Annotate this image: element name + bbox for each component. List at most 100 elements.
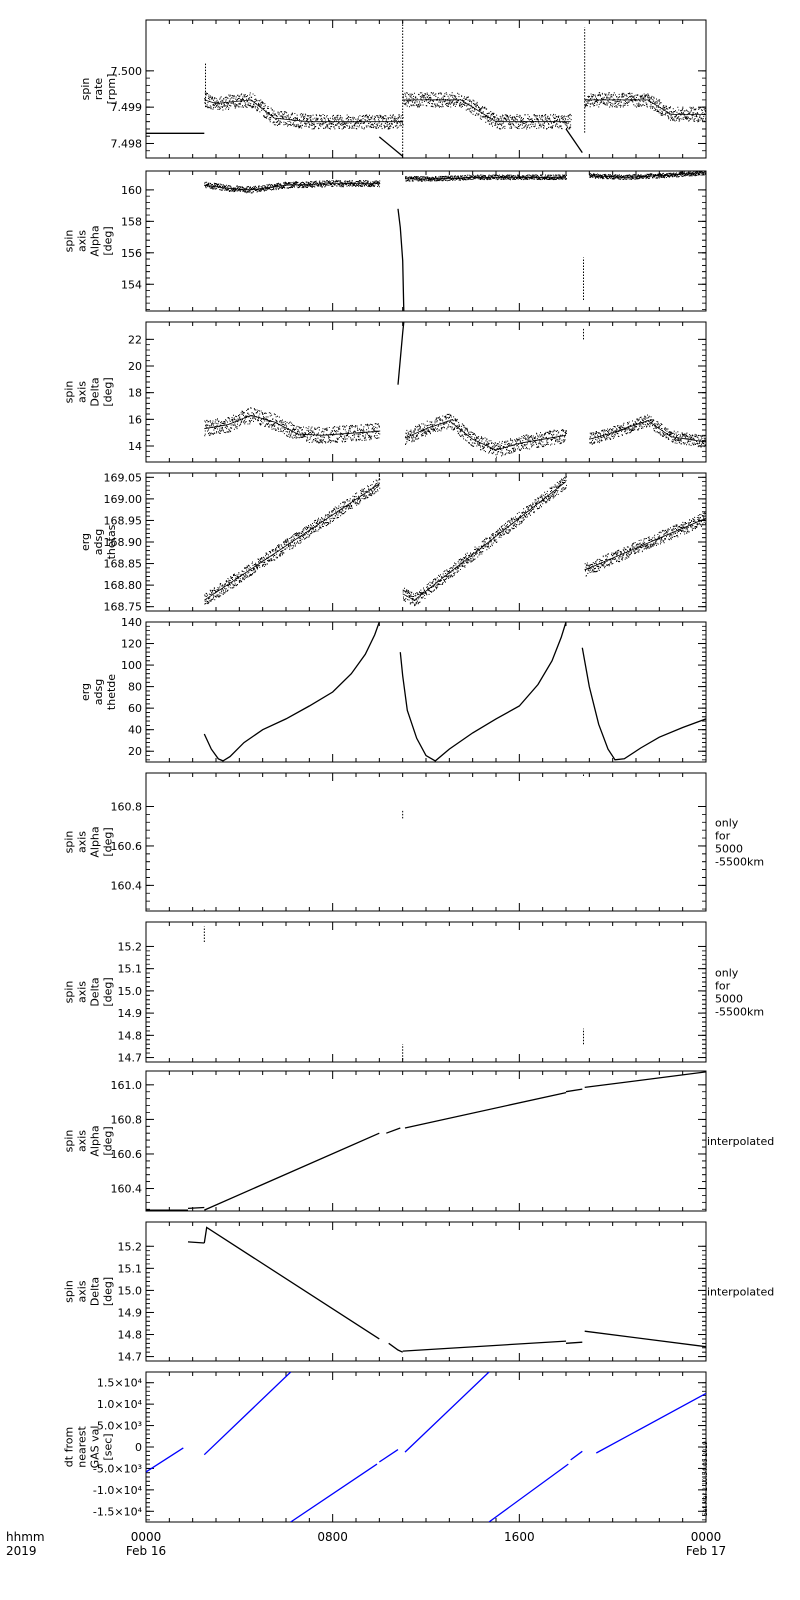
panel-frame [145,921,707,1063]
y-axis-label: spin [63,230,76,253]
y-tick-label: 14.7 [118,1351,143,1364]
panel-p3: 14 16 18 20 22 spin axis Delta [deg] [63,321,707,463]
series-band [402,92,572,130]
series-segment [399,622,567,762]
series-segment [187,1206,205,1210]
y-axis-label: Delta [89,377,102,406]
y-tick-label: 14.9 [118,1007,143,1020]
y-tick-label: -1.0×10⁴ [93,1484,143,1497]
y-tick-label: 15.1 [118,1262,143,1275]
y-tick-label: 169.00 [104,493,143,506]
y-axis-label: thetas [105,524,118,559]
time-axis-prefix-bottom: 2019 [6,1544,37,1558]
y-tick-label: 100 [121,659,142,672]
time-tick-label: 0000 [131,1530,162,1544]
y-axis-label: [sec] [102,1433,115,1460]
y-tick-label: 18 [128,387,142,400]
y-tick-label: 7.500 [111,65,143,78]
y-tick-label: 160.8 [111,801,143,814]
y-tick-label: 160.6 [111,840,143,853]
series-trend [589,420,706,443]
series-segment [203,1226,380,1340]
y-axis-label: Delta [89,977,102,1006]
panel-p10: -1.5×10⁴ -1.0×10⁴ -5.0×10³ 0 5.0×10³ 1.0×10⁴ 1… [63,1371,707,1523]
series-band [584,92,706,123]
y-tick-label: 7.498 [111,137,143,150]
data-series-p2 [204,171,706,311]
series-trend [204,414,380,436]
series-segment [404,1091,567,1129]
series-segment [203,1372,292,1456]
y-axis-label: [rpm] [105,74,118,105]
data-series-p10 [146,1372,706,1522]
y-axis-label: [deg] [102,377,115,406]
y-axis-label: axis [76,230,89,252]
series-segment [402,1340,567,1352]
panel-frame [145,321,707,463]
time-tick-label: 0000 [691,1530,722,1544]
y-tick-label: 14 [128,440,142,453]
series-segment [290,1463,378,1522]
time-tick-label: 0800 [317,1530,348,1544]
series-segment [584,1071,706,1089]
series-band [204,179,381,194]
y-tick-label: 160 [121,184,142,197]
y-tick-label: 20 [128,360,142,373]
y-tick-label: 168.90 [104,536,143,549]
panel-p4: 168.75 168.80 168.85 168.90 168.95 169.00 169.… [79,471,707,614]
y-axis-label: spin [63,381,76,404]
y-tick-label: 14.9 [118,1306,143,1319]
y-tick-label: 160.8 [111,1113,143,1126]
series-segment [203,622,380,762]
series-band [204,407,381,444]
panel-frame [145,1371,707,1523]
y-tick-label: 160.4 [111,1183,143,1196]
y-tick-label: 15.1 [118,963,143,976]
panel-frame [145,772,707,912]
series-segment [404,1372,490,1453]
y-tick-label: 168.75 [104,601,143,614]
y-tick-label: 169.05 [104,471,143,484]
series-segment [570,1450,583,1461]
y-axis-label: erg [79,683,92,701]
series-segment [565,1088,583,1093]
y-axis-label: [deg] [102,1277,115,1306]
y-tick-label: 160.4 [111,879,143,892]
series-band [402,476,567,607]
y-tick-label: 154 [121,278,142,291]
y-axis-label: spin [63,981,76,1004]
series-trend [405,176,566,180]
data-series-p1 [146,20,706,158]
series-segment [388,1342,403,1353]
y-axis-label: axis [76,831,89,853]
y-tick-label: 158 [121,215,142,228]
series-trend [589,172,706,178]
y-tick-label: 140 [121,616,142,629]
y-axis-label: thetde [105,674,118,710]
series-trend [204,99,403,123]
series-segment [397,208,405,311]
y-axis-label: [deg] [102,827,115,856]
y-axis-label: erg [79,533,92,551]
y-axis-label: [deg] [102,226,115,255]
series-segment [595,1392,706,1454]
y-tick-label: 156 [121,247,142,260]
side-label: 5000 [715,993,743,1006]
panel-frame [145,621,707,763]
y-axis-label: spin [63,831,76,854]
y-axis-label: Delta [89,1277,102,1306]
y-tick-label: 15.0 [118,985,143,998]
y-axis-label: rate [92,78,105,101]
y-axis-label: spin [63,1130,76,1153]
panel-p6: 160.4 160.6 160.8 spin axis Alpha [deg] onlyfor… [63,772,764,912]
data-series-p9 [187,1226,706,1353]
y-axis-label: axis [76,1130,89,1152]
y-tick-label: 168.80 [104,579,143,592]
y-axis-label: spin [63,1280,76,1303]
series-trend [402,99,571,123]
y-tick-label: 7.499 [111,101,143,114]
y-axis-label: axis [76,381,89,403]
series-segment [386,1127,401,1134]
data-series-p3 [204,322,706,458]
